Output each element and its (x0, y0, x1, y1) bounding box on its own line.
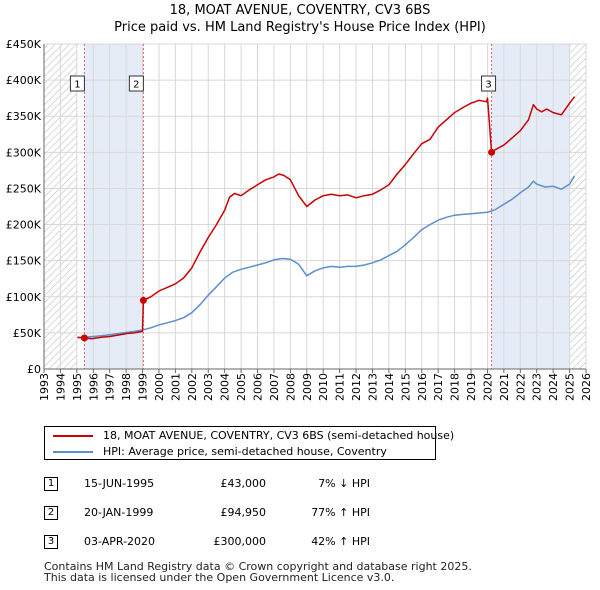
x-tick-label: 1996 (87, 373, 100, 401)
sale-marker-box (128, 75, 144, 92)
x-tick-label: 2016 (416, 373, 429, 401)
sale-row: 2 20-JAN-1999 £94,950 77% ↑ HPI (0, 503, 600, 523)
x-tick-label: 2002 (186, 373, 199, 401)
sale-date: 20-JAN-1999 (84, 506, 154, 519)
x-tick-label: 2006 (252, 373, 265, 401)
x-tick-label: 1995 (71, 373, 84, 401)
y-tick-label: £300K (6, 146, 42, 159)
sale-hpi-diff: 7% ↓ HPI (318, 477, 370, 490)
sale-marker-box (481, 75, 497, 92)
sale-point (80, 334, 88, 342)
x-tick-label: 2013 (366, 373, 379, 401)
chart-title-line2: Price paid vs. HM Land Registry's House … (114, 20, 486, 35)
legend-item-hpi: HPI: Average price, semi-detached house,… (53, 444, 387, 460)
x-tick-label: 2010 (317, 373, 330, 401)
x-tick-label: 2018 (449, 373, 462, 401)
ownership-period-shade (491, 44, 570, 369)
x-tick-label: 2007 (268, 373, 281, 401)
property-price-series-line (77, 96, 576, 340)
sale-number: 1 (44, 477, 58, 491)
sale-price: £43,000 (220, 477, 267, 490)
sale-hpi-diff: 42% ↑ HPI (311, 535, 370, 548)
x-tick-label: 1998 (120, 373, 133, 401)
x-tick-label: 2011 (334, 373, 347, 401)
y-tick-label: £150K (6, 255, 42, 268)
x-tick-label: 2021 (498, 373, 511, 401)
sale-date: 03-APR-2020 (84, 535, 156, 548)
legend-label-hpi: HPI: Average price, semi-detached house,… (103, 445, 387, 458)
x-tick-label: 2017 (432, 373, 445, 401)
y-tick-label: £350K (6, 110, 42, 123)
x-tick-label: 1994 (54, 373, 67, 401)
y-tick-label: £400K (6, 74, 42, 87)
x-tick-label: 2025 (564, 373, 577, 401)
x-tick-label: 1997 (104, 373, 117, 401)
hatched-region (569, 44, 586, 369)
ownership-period-shade (84, 44, 144, 369)
sale-point (139, 296, 147, 304)
chart-title-line1: 18, MOAT AVENUE, COVENTRY, CV3 6BS (169, 3, 431, 18)
y-tick-label: £250K (6, 182, 42, 195)
sale-row: 3 03-APR-2020 £300,000 42% ↑ HPI (0, 532, 600, 552)
x-tick-label: 2012 (350, 373, 363, 401)
x-tick-label: 2023 (531, 373, 544, 401)
x-tick-label: 2009 (301, 373, 314, 401)
x-tick-label: 2014 (383, 373, 396, 401)
sale-price: £94,950 (220, 506, 267, 519)
y-tick-label: £50K (13, 327, 42, 340)
x-tick-label: 2000 (153, 373, 166, 401)
sale-number: 2 (44, 506, 58, 520)
x-tick-label: 2015 (399, 373, 412, 401)
x-tick-label: 2005 (235, 373, 248, 401)
y-tick-label: £450K (6, 38, 42, 51)
sale-marker-label: 1 (74, 80, 80, 91)
footer-copyright: Contains HM Land Registry data © Crown c… (44, 560, 472, 573)
x-tick-label: 2020 (481, 373, 494, 401)
sale-point (488, 148, 496, 156)
price-chart: 1 2 3 £0 £50K £100K £150K £200K £250K £300K £350K… (6, 38, 593, 401)
x-tick-label: 2003 (202, 373, 215, 401)
x-tick-label: 2024 (547, 373, 560, 401)
x-tick-label: 2026 (580, 373, 593, 401)
legend-item-property: 18, MOAT AVENUE, COVENTRY, CV3 6BS (semi… (53, 428, 454, 444)
sale-marker-label: 3 (485, 80, 491, 91)
legend-swatch-property (53, 435, 93, 437)
x-tick-label: 1999 (137, 373, 150, 401)
x-tick-label: 2008 (284, 373, 297, 401)
sale-marker-label: 2 (133, 80, 139, 91)
x-tick-label: 2022 (514, 373, 527, 401)
y-tick-label: £0 (27, 363, 41, 376)
hpi-series-line (77, 175, 576, 339)
sale-marker-box (69, 75, 85, 92)
x-tick-label: 2004 (219, 373, 232, 401)
x-tick-label: 2001 (169, 373, 182, 401)
legend-swatch-hpi (53, 451, 93, 453)
y-tick-label: £200K (6, 219, 42, 232)
sale-row: 1 15-JUN-1995 £43,000 7% ↓ HPI (0, 474, 600, 494)
y-tick-label: £100K (6, 291, 42, 304)
x-tick-label: 2019 (465, 373, 478, 401)
legend: 18, MOAT AVENUE, COVENTRY, CV3 6BS (semi… (44, 426, 454, 460)
sale-price: £300,000 (213, 535, 267, 548)
sale-number: 3 (44, 535, 58, 549)
legend-label-property: 18, MOAT AVENUE, COVENTRY, CV3 6BS (semi… (103, 429, 455, 442)
sale-date: 15-JUN-1995 (84, 477, 155, 490)
x-tick-label: 1993 (38, 373, 51, 401)
sale-hpi-diff: 77% ↑ HPI (311, 506, 370, 519)
footer-licence: This data is licensed under the Open Gov… (44, 571, 395, 584)
